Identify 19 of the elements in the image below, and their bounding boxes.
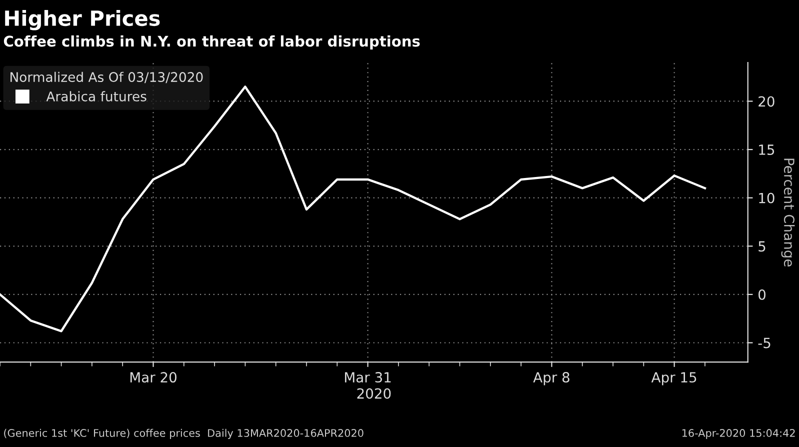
chart-title: Higher Prices	[5, 10, 160, 30]
x-tick-label: Mar 31	[345, 372, 391, 383]
text: (Generic 1st 'KC' Future) coffee prices Daily 13MAR2020-16APR2020	[4, 428, 364, 439]
y-axis-title: Percent Change	[781, 158, 795, 267]
y-tick-label: 0	[758, 289, 766, 300]
x-tick-label: Mar 20	[130, 372, 176, 383]
text: 16-Apr-2020 15:04:42	[682, 429, 795, 439]
line-series	[0, 86, 706, 332]
x-axis-title: 2020	[357, 388, 391, 399]
chart-subtitle: Coffee climbs in N.Y. on threat of labor disruptions	[4, 35, 420, 50]
legend-title: Normalized As Of 03/13/2020	[10, 72, 203, 84]
y-tick-label: 5	[758, 241, 766, 252]
y-tick-label: 15	[759, 144, 774, 156]
x-tick-label: Apr 8	[533, 372, 570, 386]
y-tick-label: -5	[758, 338, 770, 348]
legend-label: Arabica futures	[46, 91, 146, 102]
y-tick-label: 10	[759, 192, 774, 204]
y-tick-label: 20	[758, 96, 774, 107]
x-tick-label: Apr 15	[651, 372, 696, 386]
